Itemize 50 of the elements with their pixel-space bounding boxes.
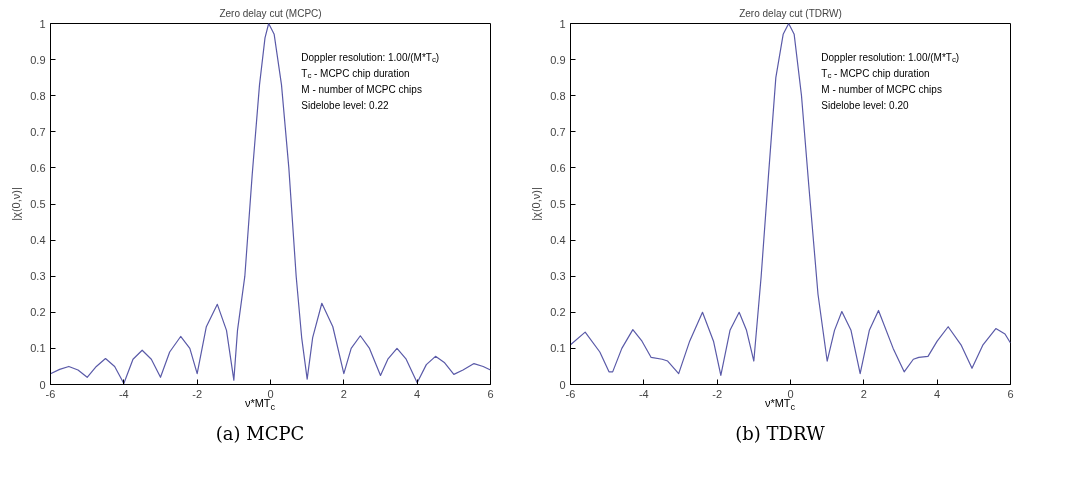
annotation: M - number of MCPC chips	[821, 83, 942, 95]
x-tick-label: -4	[118, 387, 129, 400]
y-tick-label: 1	[559, 17, 566, 30]
y-tick-label: 0.8	[550, 89, 566, 102]
y-tick-label: 0.8	[30, 89, 46, 102]
y-tick-label: 0.9	[30, 53, 46, 66]
x-tick-label: 6	[1007, 387, 1014, 400]
y-tick-label: 0.1	[30, 342, 46, 355]
y-tick-label: 1	[39, 17, 46, 30]
x-axis-title: ν*MT$_{c}$	[764, 397, 796, 415]
line-series	[50, 23, 491, 385]
x-tick-label: 0	[267, 387, 274, 400]
y-tick-label: 0	[39, 378, 46, 391]
x-tick-label: -4	[638, 387, 649, 400]
y-tick-label: 0.5	[550, 198, 566, 210]
y-tick-label: 0.4	[30, 234, 46, 247]
y-axis-title: |χ(0,ν)|	[10, 187, 23, 221]
y-tick-label: 0.4	[550, 234, 566, 247]
x-tick-label: -6	[45, 387, 56, 400]
line-series	[570, 23, 1011, 377]
chart-title: Zero delay cut (TDRW)	[739, 7, 842, 19]
x-tick-label: -6	[565, 387, 576, 400]
y-tick-label: 0.6	[550, 161, 566, 174]
x-tick-label: -2	[712, 387, 723, 400]
x-tick-label: 4	[414, 387, 421, 400]
y-tick-label: 0.5	[30, 198, 46, 210]
y-tick-label: 0	[559, 378, 566, 391]
x-tick-label: 2	[340, 387, 347, 400]
y-tick-label: 0.1	[550, 342, 566, 355]
x-tick-label: 0	[787, 387, 794, 400]
annotation: M - number of MCPC chips	[301, 83, 422, 95]
annotation: Sidelobe level: 0.22	[301, 99, 390, 111]
x-tick-label: 6	[487, 387, 494, 400]
y-tick-label: 0.6	[30, 161, 46, 174]
x-tick-label: 2	[860, 387, 867, 400]
y-tick-label: 0.2	[30, 306, 46, 319]
x-tick-label: 4	[934, 387, 941, 400]
chart-title: Zero delay cut (MCPC)	[219, 7, 322, 19]
text: (b) TDRW	[735, 422, 825, 447]
y-tick-label: 0.9	[550, 53, 566, 66]
y-tick-label: 0.3	[550, 270, 566, 283]
text: (a) MCPC	[215, 422, 305, 447]
annotation: Sidelobe level: 0.20	[821, 99, 910, 111]
y-tick-label: 0.2	[550, 306, 566, 319]
x-tick-label: -2	[192, 387, 203, 400]
y-tick-label: 0.3	[30, 270, 46, 283]
x-axis-title: ν*MT$_{c}$	[244, 397, 276, 415]
y-axis-title: |χ(0,ν)|	[530, 187, 543, 221]
y-tick-label: 0.7	[30, 125, 46, 138]
y-tick-label: 0.7	[550, 125, 566, 138]
